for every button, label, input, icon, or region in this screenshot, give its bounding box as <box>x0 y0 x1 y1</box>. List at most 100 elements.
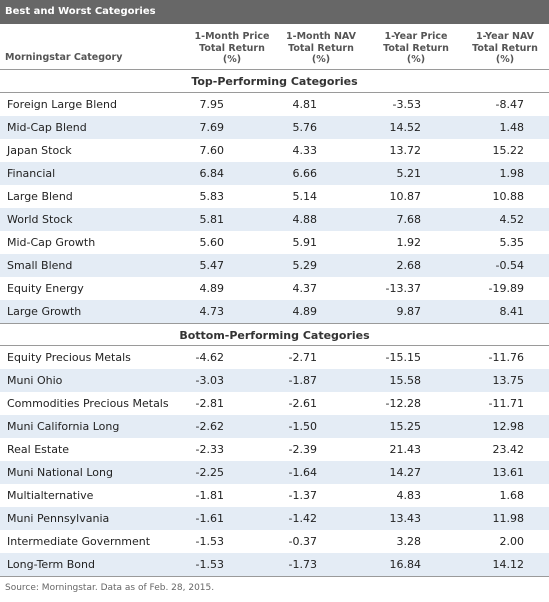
row-category: Muni California Long <box>7 420 120 433</box>
header-line: Total Return <box>383 42 449 54</box>
row-value: 6.84 <box>199 167 225 180</box>
row-category: Muni National Long <box>7 466 113 479</box>
row-value: -1.37 <box>288 489 317 502</box>
row-value: -0.54 <box>495 259 524 272</box>
row-value: 5.91 <box>292 236 318 249</box>
row-category: Commodities Precious Metals <box>7 397 169 410</box>
header-1-year-nav: 1-Year NAV Total Return (%) <box>455 31 549 66</box>
row-value: 1.68 <box>499 489 525 502</box>
row-value: 15.58 <box>389 374 422 387</box>
row-category: World Stock <box>7 213 73 226</box>
table-row: Small Blend 5.47 5.29 2.68 -0.54 <box>0 254 549 277</box>
row-category: Equity Precious Metals <box>7 351 131 364</box>
header-line: 1-Month NAV <box>286 31 356 42</box>
row-value: -3.03 <box>195 374 224 387</box>
row-category: Intermediate Government <box>7 535 151 548</box>
row-value: -2.39 <box>288 443 317 456</box>
row-value: 7.60 <box>199 144 225 157</box>
row-value: 21.43 <box>389 443 422 456</box>
row-category: Financial <box>7 167 56 180</box>
row-value: -8.47 <box>495 98 524 111</box>
table-row: Foreign Large Blend 7.95 4.81 -3.53 -8.47 <box>0 93 549 116</box>
table-row: Intermediate Government -1.53 -0.37 3.28 2.0… <box>0 530 549 553</box>
header-line: (%) <box>222 54 242 65</box>
row-value: -2.25 <box>195 466 224 479</box>
row-value: -1.61 <box>195 512 224 525</box>
section-bottom-performing: Bottom-Performing Categories <box>0 323 549 346</box>
row-category: Large Growth <box>7 305 82 318</box>
header-1-month-price: 1-Month Price Total Return (%) <box>182 31 282 66</box>
table-title: Best and Worst Categories <box>0 0 549 24</box>
row-value: 5.76 <box>292 121 318 134</box>
row-value: -12.28 <box>385 397 421 410</box>
row-value: 7.95 <box>199 98 225 111</box>
row-value: -1.53 <box>195 535 224 548</box>
row-value: -4.62 <box>195 351 224 364</box>
source-note: Source: Morningstar. Data as of Feb. 28,… <box>0 576 549 593</box>
row-value: -15.15 <box>385 351 421 364</box>
row-value: 14.52 <box>389 121 422 134</box>
row-value: 5.35 <box>499 236 525 249</box>
header-line: Total Return <box>472 42 538 54</box>
bottom-performing-rows: Equity Precious Metals -4.62 -2.71 -15.15 -1… <box>0 346 549 576</box>
table-row: Japan Stock 7.60 4.33 13.72 15.22 <box>0 139 549 162</box>
column-header-row: 1-Month Price Total Return (%) 1-Month N… <box>0 24 549 70</box>
row-value: -2.61 <box>288 397 317 410</box>
row-value: 5.83 <box>199 190 225 203</box>
row-value: 10.88 <box>492 190 525 203</box>
header-1-month-nav: 1-Month NAV Total Return (%) <box>271 31 371 66</box>
row-value: -1.42 <box>288 512 317 525</box>
row-value: 4.52 <box>499 213 525 226</box>
row-value: -13.37 <box>385 282 421 295</box>
table-row: Mid-Cap Blend 7.69 5.76 14.52 1.48 <box>0 116 549 139</box>
row-value: -1.73 <box>288 558 317 571</box>
header-line: 1-Year NAV <box>475 31 535 42</box>
row-value: 8.41 <box>499 305 525 318</box>
row-value: 4.37 <box>292 282 318 295</box>
row-value: 5.47 <box>199 259 225 272</box>
row-value: 15.22 <box>492 144 525 157</box>
row-value: -2.62 <box>195 420 224 433</box>
row-value: 5.81 <box>199 213 225 226</box>
row-value: 4.83 <box>396 489 422 502</box>
row-value: 2.00 <box>499 535 525 548</box>
row-value: 1.98 <box>499 167 525 180</box>
header-category: Morningstar Category <box>5 52 123 63</box>
row-value: 12.98 <box>492 420 525 433</box>
row-value: 4.81 <box>292 98 318 111</box>
table-row: Muni Ohio -3.03 -1.87 15.58 13.75 <box>0 369 549 392</box>
row-value: -0.37 <box>288 535 317 548</box>
section-top-performing: Top-Performing Categories <box>0 70 549 93</box>
header-line: Total Return <box>199 42 265 54</box>
row-value: 5.14 <box>292 190 318 203</box>
header-line: 1-Month Price <box>194 31 270 42</box>
row-category: Long-Term Bond <box>7 558 95 571</box>
table-row: Equity Precious Metals -4.62 -2.71 -15.15 -1… <box>0 346 549 369</box>
header-line: (%) <box>495 54 515 65</box>
table-row: Muni Pennsylvania -1.61 -1.42 13.43 11.98 <box>0 507 549 530</box>
row-value: 3.28 <box>396 535 422 548</box>
table-row: Muni California Long -2.62 -1.50 15.25 12.98 <box>0 415 549 438</box>
table-row: Muni National Long -2.25 -1.64 14.27 13.61 <box>0 461 549 484</box>
row-value: 13.61 <box>492 466 525 479</box>
row-value: 11.98 <box>492 512 525 525</box>
row-category: Muni Ohio <box>7 374 63 387</box>
row-value: 14.27 <box>389 466 422 479</box>
row-value: 2.68 <box>396 259 422 272</box>
row-value: -2.81 <box>195 397 224 410</box>
row-value: 4.73 <box>199 305 225 318</box>
row-value: 23.42 <box>492 443 525 456</box>
row-value: -3.53 <box>392 98 421 111</box>
table-row: Equity Energy 4.89 4.37 -13.37 -19.89 <box>0 277 549 300</box>
table-row: Mid-Cap Growth 5.60 5.91 1.92 5.35 <box>0 231 549 254</box>
row-category: Mid-Cap Growth <box>7 236 96 249</box>
row-category: Mid-Cap Blend <box>7 121 87 134</box>
row-value: 5.29 <box>292 259 318 272</box>
row-category: Japan Stock <box>7 144 72 157</box>
row-value: 4.89 <box>292 305 318 318</box>
header-line: 1-Year Price <box>384 31 448 42</box>
row-category: Real Estate <box>7 443 70 456</box>
row-category: Equity Energy <box>7 282 84 295</box>
row-value: 10.87 <box>389 190 422 203</box>
table-row: Real Estate -2.33 -2.39 21.43 23.42 <box>0 438 549 461</box>
